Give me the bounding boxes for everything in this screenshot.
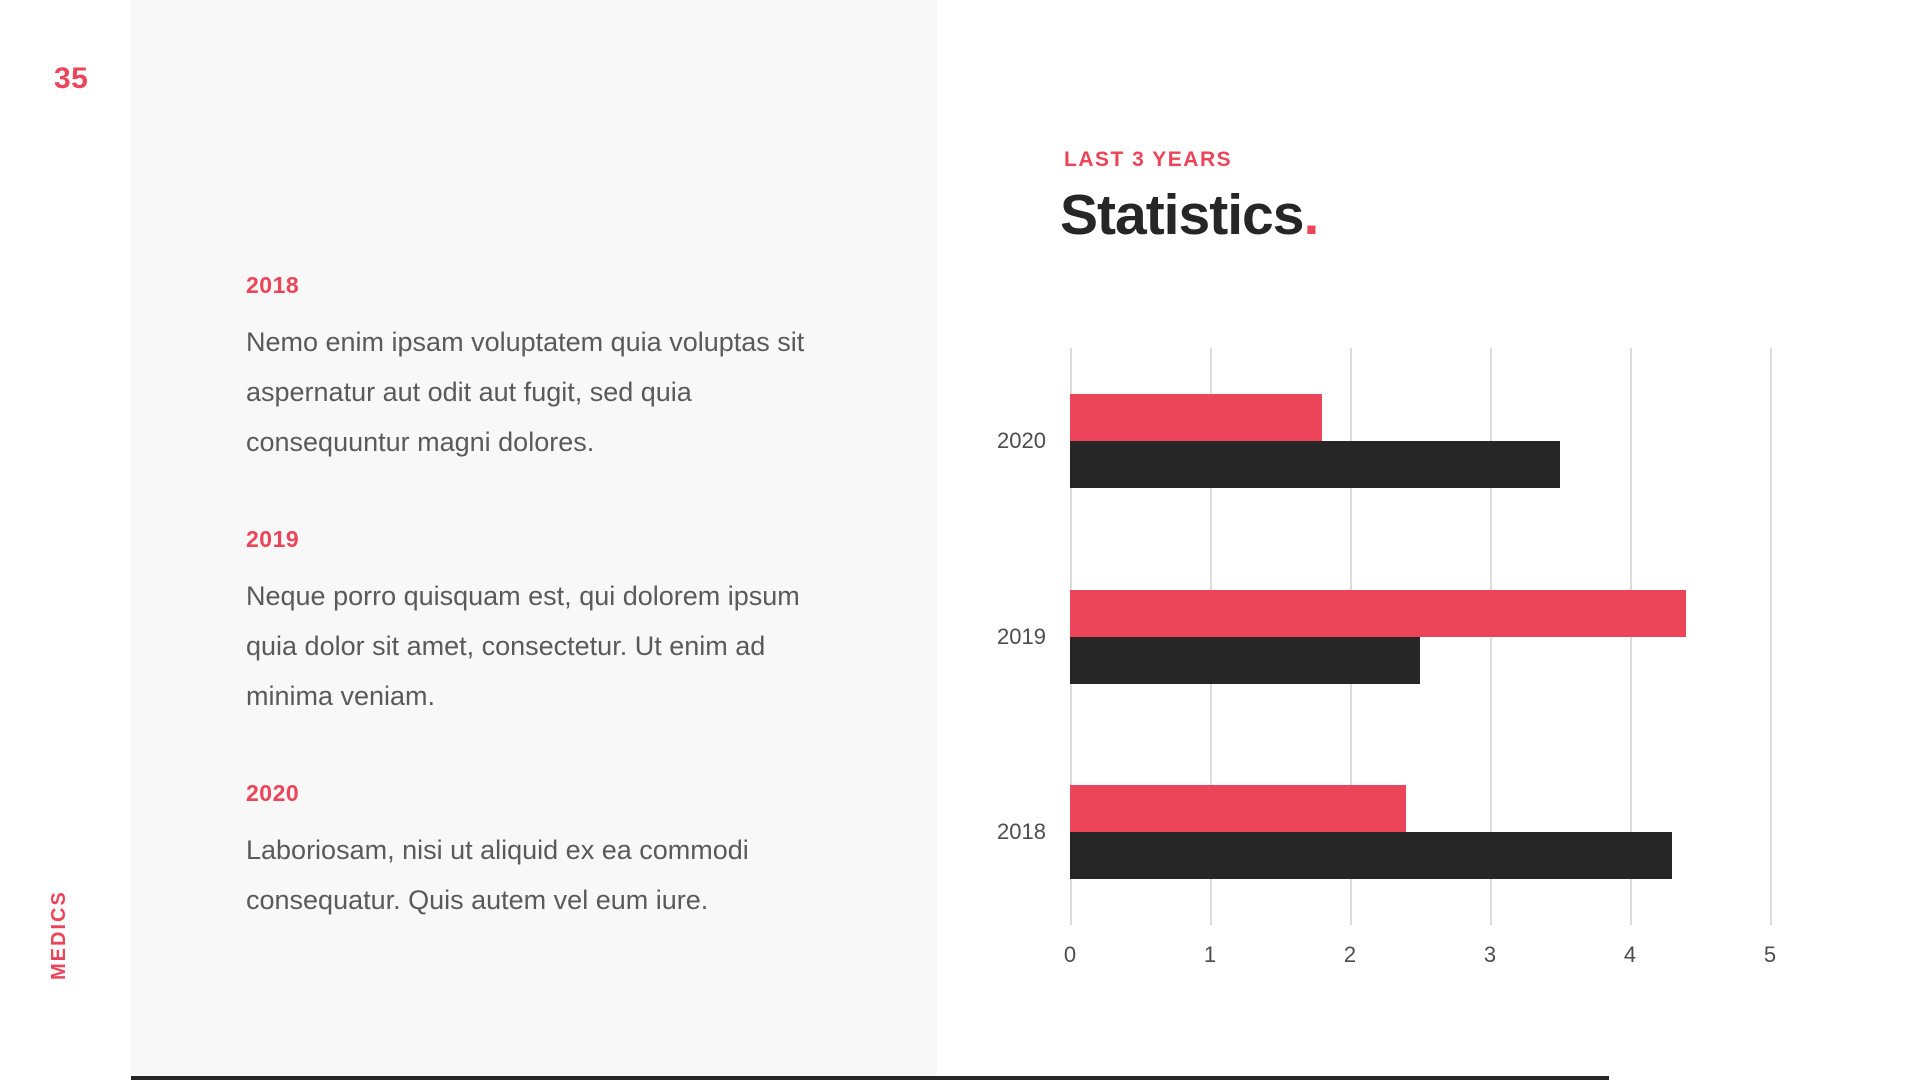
timeline-block-2020: 2020 Laboriosam, nisi ut aliquid ex ea c… [246,780,866,925]
x-tick-label: 5 [1763,942,1777,967]
timeline-text: Neque porro quisquam est, qui dolorem ip… [246,581,800,711]
content-panel: 2018 Nemo enim ipsam voluptatem quia vol… [131,0,937,1080]
section-eyebrow: LAST 3 YEARS [1064,148,1233,171]
timeline-text: Laboriosam, nisi ut aliquid ex ea commod… [246,835,749,915]
section-title-text: Statistics [1060,183,1304,247]
y-category-label: 2019 [997,624,1046,649]
bar-highlight-2020 [1070,394,1322,441]
x-tick-label: 4 [1623,942,1637,967]
x-tick-label: 2 [1343,942,1357,967]
timeline-year: 2019 [246,526,300,552]
timeline-text: Nemo enim ipsam voluptatem quia voluptas… [246,327,805,457]
gridline-x-5 [1770,348,1772,925]
y-category-label: 2020 [997,428,1046,453]
timeline-year: 2020 [246,780,300,806]
bar-highlight-2018 [1070,785,1406,832]
timeline-block-2018: 2018 Nemo enim ipsam voluptatem quia vol… [246,272,866,467]
timeline-block-2019: 2019 Neque porro quisquam est, qui dolor… [246,526,866,721]
bar-base-2020 [1070,441,1560,488]
y-category-label: 2018 [997,819,1046,844]
timeline-year: 2018 [246,272,300,298]
brand-logo-text: MEDICS [48,890,70,980]
page-number: 35 [54,62,89,95]
bar-base-2019 [1070,637,1420,684]
section-title: Statistics. [1060,182,1319,248]
title-accent-dot: . [1303,183,1319,247]
x-tick-label: 1 [1203,942,1217,967]
bottom-edge-strip [131,1076,1609,1080]
bar-base-2018 [1070,832,1672,879]
x-tick-label: 3 [1483,942,1497,967]
x-tick-label: 0 [1063,942,1077,967]
bar-highlight-2019 [1070,590,1686,637]
bar-chart: 0 1 2 3 4 5 2020 2019 2018 [997,348,1776,967]
